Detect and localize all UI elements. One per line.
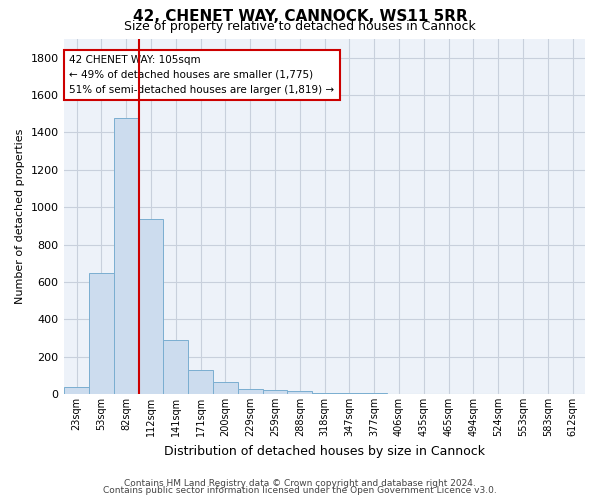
Bar — [238, 390, 263, 394]
Text: Size of property relative to detached houses in Cannock: Size of property relative to detached ho… — [124, 20, 476, 33]
Bar — [213, 382, 238, 394]
Bar — [114, 118, 139, 394]
Bar — [89, 272, 114, 394]
Y-axis label: Number of detached properties: Number of detached properties — [15, 129, 25, 304]
Bar — [139, 220, 163, 394]
Bar — [188, 370, 213, 394]
X-axis label: Distribution of detached houses by size in Cannock: Distribution of detached houses by size … — [164, 444, 485, 458]
Bar — [287, 391, 312, 394]
Bar — [163, 340, 188, 394]
Text: Contains HM Land Registry data © Crown copyright and database right 2024.: Contains HM Land Registry data © Crown c… — [124, 478, 476, 488]
Text: Contains public sector information licensed under the Open Government Licence v3: Contains public sector information licen… — [103, 486, 497, 495]
Bar — [312, 393, 337, 394]
Bar — [64, 386, 89, 394]
Bar — [337, 393, 362, 394]
Bar — [362, 393, 386, 394]
Text: 42, CHENET WAY, CANNOCK, WS11 5RR: 42, CHENET WAY, CANNOCK, WS11 5RR — [133, 9, 467, 24]
Text: 42 CHENET WAY: 105sqm
← 49% of detached houses are smaller (1,775)
51% of semi-d: 42 CHENET WAY: 105sqm ← 49% of detached … — [70, 55, 335, 94]
Bar — [263, 390, 287, 394]
